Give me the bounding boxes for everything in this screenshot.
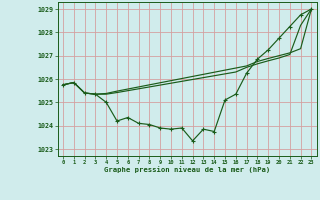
- X-axis label: Graphe pression niveau de la mer (hPa): Graphe pression niveau de la mer (hPa): [104, 167, 270, 173]
